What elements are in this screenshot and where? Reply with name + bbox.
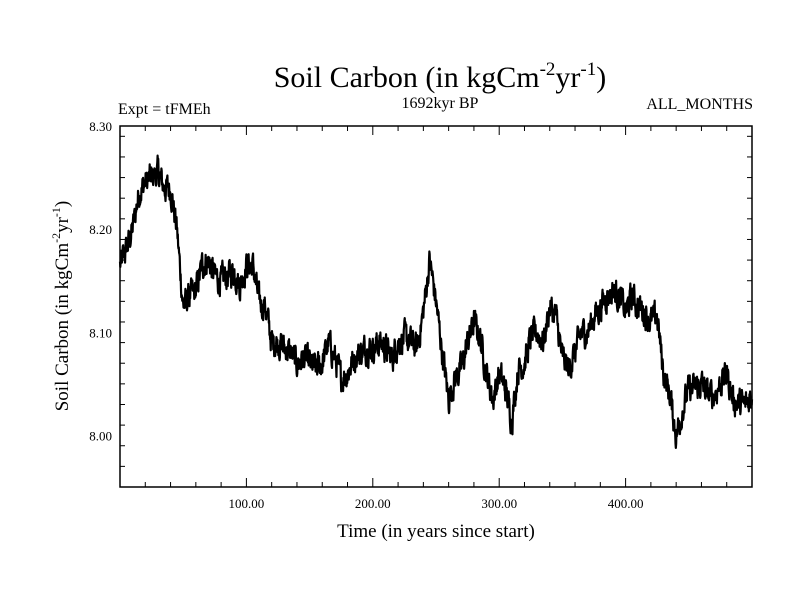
y-tick-label: 8.20 <box>89 222 112 237</box>
x-axis-label: Time (in years since start) <box>337 521 535 542</box>
y-tick-label: 8.00 <box>89 428 112 443</box>
period-label: 1692kyr BP <box>402 95 479 112</box>
axis-ticks <box>120 126 752 487</box>
chart-title: Soil Carbon (in kgCm-2yr-1) <box>274 59 607 94</box>
x-tick-label: 300.00 <box>481 496 517 511</box>
series-line-soil-carbon <box>118 154 754 450</box>
y-tick-label: 8.30 <box>89 119 112 134</box>
tick-labels: 100.00 200.00 300.00 400.00 8.00 8.10 8.20 8.30 <box>89 119 643 511</box>
experiment-label: Expt = tFMEh <box>118 101 211 118</box>
months-label: ALL_MONTHS <box>646 96 753 113</box>
y-axis-label: Soil Carbon (in kgCm-2yr-1) <box>49 201 73 412</box>
plot-frame <box>119 125 753 488</box>
y-tick-label: 8.10 <box>89 325 112 340</box>
x-tick-label: 100.00 <box>229 496 265 511</box>
x-tick-label: 400.00 <box>608 496 644 511</box>
x-tick-label: 200.00 <box>355 496 391 511</box>
